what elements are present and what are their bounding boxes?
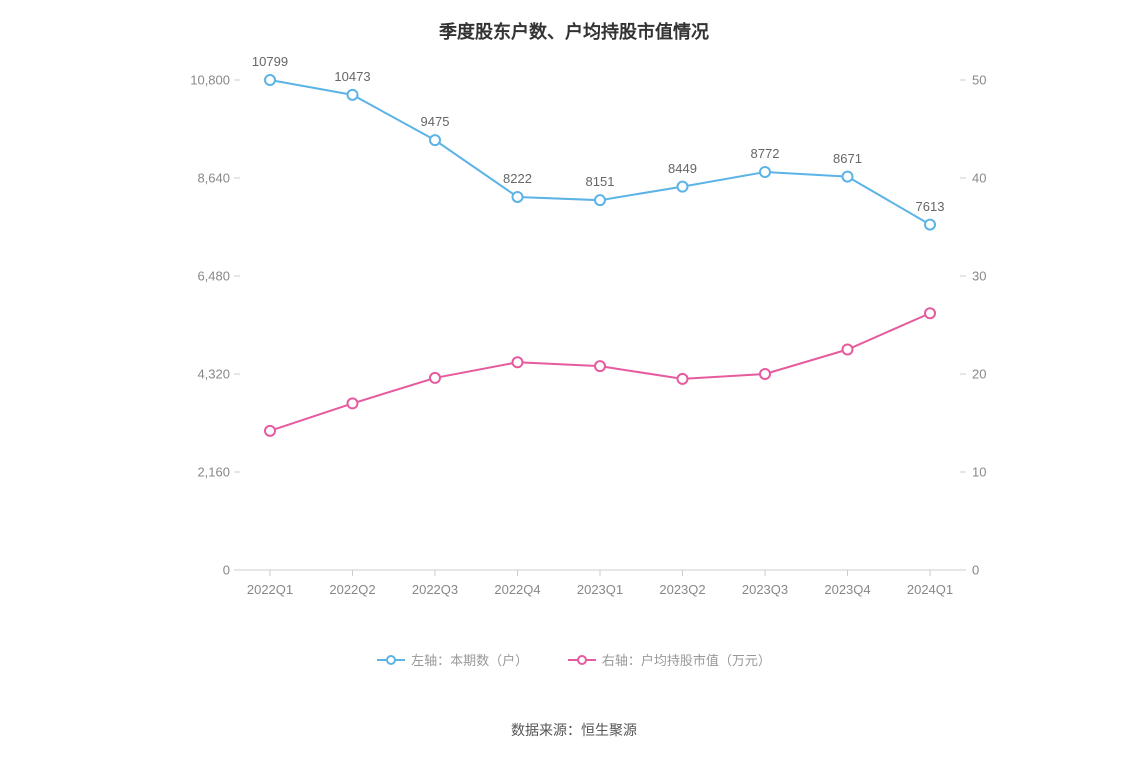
chart-title: 季度股东户数、户均持股市值情况 (0, 0, 1148, 44)
y-right-tick-label: 30 (972, 269, 1012, 284)
x-axis-label: 2023Q4 (808, 582, 888, 597)
series-a-point (348, 90, 358, 100)
series-b-point (760, 369, 770, 379)
series-a-data-label: 7613 (916, 199, 945, 214)
source-prefix: 数据来源： (511, 722, 581, 738)
legend-item-series-a: 左轴：本期数（户） (377, 650, 528, 669)
y-right-tick-label: 50 (972, 73, 1012, 88)
series-b-point (265, 426, 275, 436)
series-a-point (678, 182, 688, 192)
x-axis-label: 2022Q4 (478, 582, 558, 597)
legend-item-series-b: 右轴：户均持股市值（万元） (568, 650, 771, 669)
series-a-point (430, 135, 440, 145)
y-right-tick-label: 20 (972, 367, 1012, 382)
legend-label-series-b: 右轴：户均持股市值（万元） (602, 650, 771, 669)
x-axis-label: 2023Q1 (560, 582, 640, 597)
y-right-tick-label: 0 (972, 563, 1012, 578)
series-a-data-label: 9475 (421, 114, 450, 129)
data-source: 数据来源：恒生聚源 (0, 720, 1148, 740)
series-a-data-label: 10473 (334, 69, 370, 84)
series-a-point (843, 172, 853, 182)
legend-label-series-a: 左轴：本期数（户） (411, 650, 528, 669)
x-axis-label: 2023Q3 (725, 582, 805, 597)
series-b-point (348, 398, 358, 408)
y-left-tick-label: 10,800 (170, 73, 230, 88)
legend-marker-series-b-icon (568, 653, 596, 667)
series-a-point (595, 195, 605, 205)
y-left-tick-label: 0 (170, 563, 230, 578)
y-right-tick-label: 40 (972, 171, 1012, 186)
series-a-point (760, 167, 770, 177)
series-b-point (430, 373, 440, 383)
x-axis-label: 2022Q2 (313, 582, 393, 597)
series-b-point (843, 345, 853, 355)
series-a-point (925, 220, 935, 230)
series-b-point (678, 374, 688, 384)
series-a-data-label: 8222 (503, 171, 532, 186)
source-name: 恒生聚源 (581, 722, 637, 738)
legend: 左轴：本期数（户） 右轴：户均持股市值（万元） (0, 650, 1148, 670)
series-a-data-label: 8772 (751, 146, 780, 161)
legend-marker-series-a-icon (377, 653, 405, 667)
series-b-point (925, 308, 935, 318)
series-a-data-label: 10799 (252, 54, 288, 69)
x-axis-label: 2022Q3 (395, 582, 475, 597)
x-axis-label: 2024Q1 (890, 582, 970, 597)
x-axis-label: 2022Q1 (230, 582, 310, 597)
series-a-data-label: 8671 (833, 151, 862, 166)
y-left-tick-label: 2,160 (170, 465, 230, 480)
y-left-tick-label: 8,640 (170, 171, 230, 186)
series-a-data-label: 8449 (668, 161, 697, 176)
series-a-point (513, 192, 523, 202)
x-axis-label: 2023Q2 (643, 582, 723, 597)
y-left-tick-label: 6,480 (170, 269, 230, 284)
chart-container: 季度股东户数、户均持股市值情况 左轴：本期数（户） 右轴：户均持股市值（万元） … (0, 0, 1148, 776)
y-left-tick-label: 4,320 (170, 367, 230, 382)
series-a-point (265, 75, 275, 85)
series-a-data-label: 8151 (586, 174, 615, 189)
y-right-tick-label: 10 (972, 465, 1012, 480)
series-b-point (595, 361, 605, 371)
series-b-point (513, 357, 523, 367)
